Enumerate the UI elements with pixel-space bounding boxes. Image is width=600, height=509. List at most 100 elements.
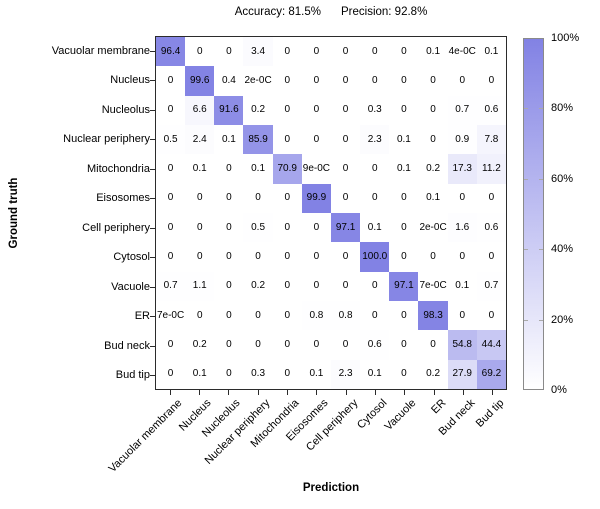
heatmap-cell: 96.4 [156, 37, 186, 67]
heatmap-cell: 0 [389, 242, 419, 272]
heatmap-cell: 11.2 [476, 154, 506, 184]
heatmap-cell: 1.6 [447, 213, 477, 243]
heatmap-cell: 0.3 [243, 359, 273, 389]
heatmap-cell: 0.4 [214, 66, 244, 96]
heatmap-cell: 0.6 [476, 213, 506, 243]
heatmap-cell: 0 [476, 301, 506, 331]
heatmap-cell: 0 [389, 301, 419, 331]
y-tick-label: Vacuolar membrane [51, 44, 150, 57]
colorbar-tick [539, 319, 543, 321]
heatmap-cell: 0 [272, 183, 302, 213]
x-axis-tick [257, 390, 259, 395]
heatmap-cell: 0 [418, 95, 448, 125]
colorbar-tick-label: 100% [551, 32, 580, 44]
heatmap-cell: 2.4 [185, 125, 215, 155]
heatmap-cell: 0 [156, 213, 186, 243]
heatmap-cell: 0 [389, 37, 419, 67]
colorbar-tick [524, 249, 528, 251]
y-axis-tick [150, 257, 155, 259]
heatmap-cell: 0 [301, 125, 331, 155]
heatmap-cell: 0.2 [243, 271, 273, 301]
heatmap-cell: 0 [272, 242, 302, 272]
y-axis-tick [150, 139, 155, 141]
heatmap-cell: 0 [301, 242, 331, 272]
heatmap-cell: 0.1 [476, 37, 506, 67]
x-axis-tick [492, 390, 494, 395]
colorbar-tick [524, 108, 528, 110]
x-axis-tick [404, 390, 406, 395]
heatmap-cell: 0 [272, 125, 302, 155]
heatmap-cell: 54.8 [447, 330, 477, 360]
heatmap-cell: 0 [360, 271, 390, 301]
heatmap-cell: 7e-0C [418, 271, 448, 301]
heatmap-cell: 0 [156, 66, 186, 96]
heatmap-cell: 0.1 [360, 359, 390, 389]
plot-title: Accuracy: 81.5% Precision: 92.8% [155, 6, 507, 18]
heatmap-cell: 0 [156, 359, 186, 389]
colorbar [523, 38, 544, 390]
x-axis-tick [316, 390, 318, 395]
heatmap-grid: 96.4 0 0 3.4 0 0 0 0 0 0.1 4e-0C 0.1 0 99.6 0.4 2e-0C 0 0… [155, 36, 507, 390]
x-axis-tick [463, 390, 464, 395]
heatmap-cell: 6.6 [185, 95, 215, 125]
heatmap-cell: 0 [447, 66, 477, 96]
heatmap-cell: 0 [389, 95, 419, 125]
heatmap-cell: 0.1 [243, 154, 273, 184]
heatmap-cell: 0 [389, 359, 419, 389]
heatmap-cell: 0.2 [243, 95, 273, 125]
heatmap-cell: 0 [301, 95, 331, 125]
heatmap-cell: 0.2 [418, 154, 448, 184]
heatmap-cell: 0 [272, 330, 302, 360]
y-axis-tick [150, 286, 155, 288]
heatmap-cell: 0 [301, 37, 331, 67]
heatmap-cell: 0.7 [447, 95, 477, 125]
heatmap-cell: 0.6 [476, 95, 506, 125]
heatmap-cell: 0 [389, 213, 419, 243]
heatmap-cell: 0 [418, 125, 448, 155]
heatmap-cell: 97.1 [330, 213, 361, 243]
y-tick-label: Nucleolus [101, 103, 150, 116]
heatmap-cell: 85.9 [243, 125, 273, 155]
y-axis-tick [150, 227, 155, 229]
x-axis-tick [228, 390, 230, 395]
heatmap-cell: 0.1 [418, 37, 448, 67]
colorbar-tick [524, 319, 528, 321]
y-axis-tick [150, 345, 155, 347]
heatmap-cell: 0 [214, 183, 244, 213]
heatmap-cell: 0 [389, 330, 419, 360]
colorbar-tick [539, 178, 543, 180]
heatmap-cell: 0 [389, 66, 419, 96]
heatmap-cell: 0.8 [330, 301, 361, 331]
heatmap-cell: 0 [214, 359, 244, 389]
heatmap-cell: 0 [418, 242, 448, 272]
heatmap-cell: 1.1 [185, 271, 215, 301]
heatmap-cell: 0 [418, 66, 448, 96]
colorbar-tick-label: 60% [551, 172, 574, 185]
heatmap-cell: 0 [185, 213, 215, 243]
heatmap-cell: 0 [272, 37, 302, 67]
heatmap-cell: 0.6 [360, 330, 390, 360]
y-tick-label: Eisosomes [96, 192, 150, 205]
heatmap-cell: 0 [360, 301, 390, 331]
y-tick-label: ER [134, 310, 150, 323]
heatmap-cell: 0 [360, 66, 390, 96]
heatmap-cell: 0 [330, 271, 361, 301]
heatmap-cell: 0 [214, 213, 244, 243]
colorbar-tick [539, 249, 543, 251]
heatmap-cell: 0 [330, 125, 361, 155]
heatmap-cell: 7e-0C [156, 301, 186, 331]
heatmap-cell: 0 [243, 183, 273, 213]
heatmap-cell: 0.1 [360, 213, 390, 243]
colorbar-tick-label: 20% [551, 313, 574, 326]
heatmap-cell: 91.6 [214, 95, 244, 125]
heatmap-cell: 2.3 [360, 125, 390, 155]
y-axis-tick [150, 109, 155, 111]
heatmap-cell: 0 [214, 271, 244, 301]
heatmap-cell: 0 [214, 154, 244, 184]
heatmap-cell: 0.5 [156, 125, 186, 155]
colorbar-tick [524, 178, 528, 180]
heatmap-cell: 0.7 [156, 271, 186, 301]
x-axis-tick [199, 390, 200, 395]
heatmap-cell: 0 [156, 154, 186, 184]
y-axis-title: Ground truth [8, 177, 20, 249]
